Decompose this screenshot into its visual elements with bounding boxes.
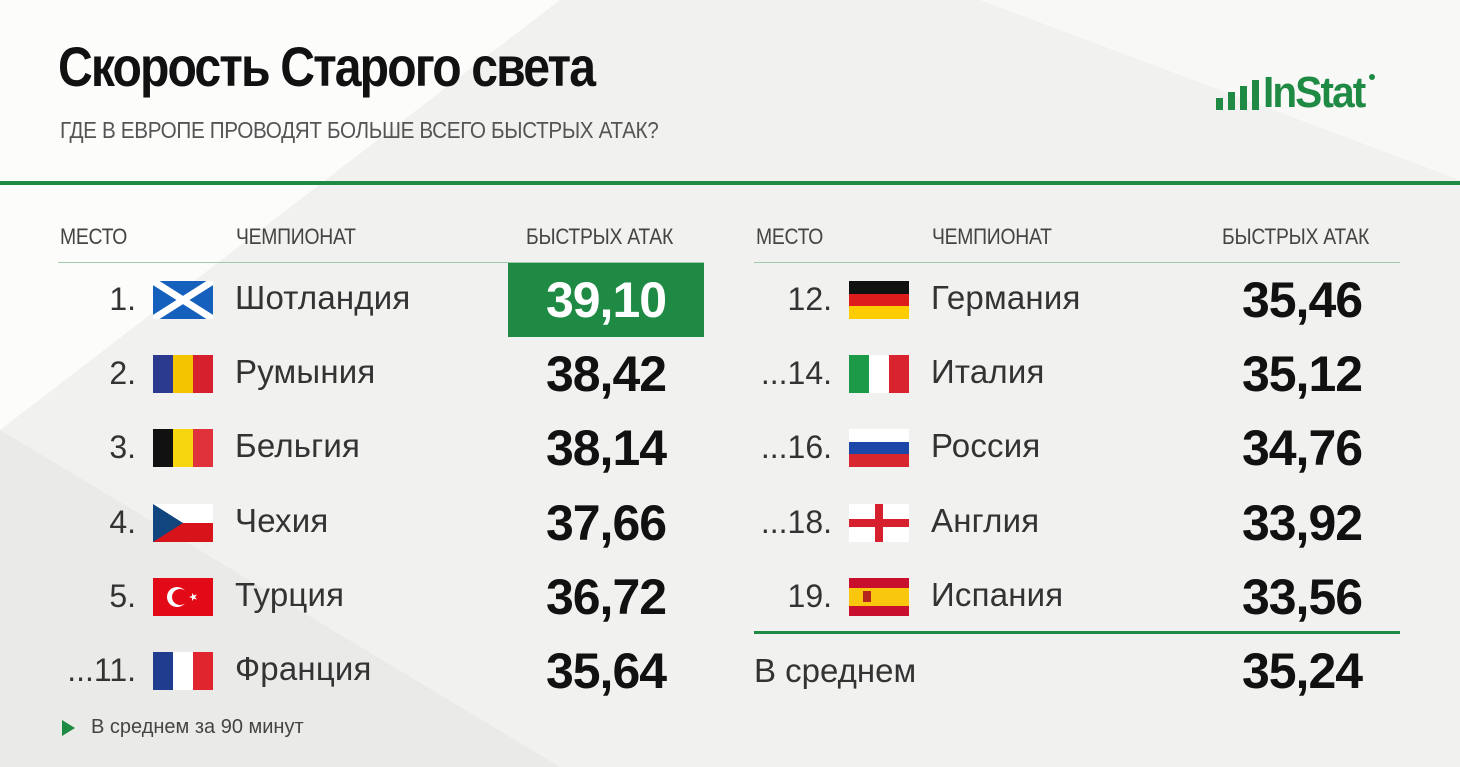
league-name: Италия [931, 353, 1045, 391]
average-label: В среднем [754, 652, 917, 689]
logo-text: InStat [1263, 68, 1366, 117]
average-value: 35,24 [1241, 643, 1363, 699]
table-row: ...18. Англия 33,92 [754, 486, 1400, 560]
germany-flag-icon [849, 281, 909, 319]
fast-attacks-value: 33,56 [1241, 568, 1363, 625]
romania-flag-icon [153, 355, 213, 394]
page-title: Скорость Старого света [58, 35, 596, 98]
instat-logo: InStat [1216, 68, 1376, 117]
league-name: Испания [931, 575, 1064, 613]
czech-flag-icon [153, 503, 213, 542]
average-row: В среднем 35,24 [754, 634, 1400, 708]
scotland-flag-icon [153, 281, 213, 319]
rank: 3. [109, 429, 136, 466]
rank: 5. [109, 577, 136, 614]
league-name: Турция [235, 575, 345, 613]
logo-bars-icon [1216, 78, 1259, 116]
league-name: Шотландия [235, 279, 411, 316]
rank: 2. [109, 355, 136, 392]
rank: 4. [109, 503, 136, 540]
league-name: Германия [931, 279, 1081, 316]
france-flag-icon [153, 651, 213, 690]
league-name: Румыния [235, 353, 376, 391]
table-row: ...16. Россия 34,76 [754, 411, 1400, 485]
table-row: ...14. Италия 35,12 [754, 337, 1400, 411]
fast-attacks-value: 39,10 [508, 263, 704, 337]
table-row: 4. Чехия 37,66 [58, 486, 704, 560]
fast-attacks-value: 35,64 [545, 642, 667, 699]
ranking-table-right: МЕСТО ЧЕМПИОНАТ БЫСТРЫХ АТАК 12. Германия… [754, 212, 1400, 699]
fast-attacks-value: 35,46 [1241, 272, 1363, 328]
fast-attacks-value: 37,66 [545, 494, 667, 551]
rank: 1. [109, 281, 136, 317]
rank: ...14. [760, 355, 832, 392]
spain-flag-icon [849, 577, 909, 616]
table-header: МЕСТО ЧЕМПИОНАТ БЫСТРЫХ АТАК [58, 212, 704, 263]
england-flag-icon [849, 503, 909, 542]
table-row: 1. Шотландия 39,10 [58, 263, 704, 337]
triangle-bullet-icon [62, 719, 75, 736]
rank: ...18. [760, 503, 832, 540]
table-row: ...11. Франция 35,64 [58, 634, 704, 708]
header-league: ЧЕМПИОНАТ [932, 224, 1052, 249]
belgium-flag-icon [153, 429, 213, 468]
header-place: МЕСТО [756, 224, 824, 249]
fast-attacks-value: 34,76 [1241, 420, 1363, 477]
rank: ...11. [67, 651, 136, 688]
footnote-text: В среднем за 90 минут [91, 716, 304, 738]
russia-flag-icon [849, 429, 909, 468]
league-name: Чехия [235, 501, 329, 539]
table-rows-left: 1. Шотландия 39,10 2. Румыния 38,42 3. Бельгия 3… [58, 263, 704, 708]
average-divider [754, 631, 1400, 634]
table-row: 5. Турция 36,72 [58, 560, 704, 634]
logo-dot-icon [1369, 74, 1376, 80]
rank: 12. [787, 281, 832, 317]
header-league: ЧЕМПИОНАТ [236, 224, 356, 249]
header-place: МЕСТО [60, 224, 128, 249]
fast-attacks-value: 35,12 [1241, 346, 1363, 403]
fast-attacks-value: 33,92 [1241, 494, 1363, 551]
table-row: 3. Бельгия 38,14 [58, 411, 704, 485]
table-header: МЕСТО ЧЕМПИОНАТ БЫСТРЫХ АТАК [754, 212, 1400, 263]
turkey-flag-icon [153, 577, 213, 616]
rank: 19. [787, 577, 832, 614]
fast-attacks-value: 36,72 [545, 568, 667, 625]
footnote: В среднем за 90 минут [62, 716, 304, 739]
fast-attacks-value: 38,42 [545, 346, 667, 403]
league-name: Бельгия [235, 427, 361, 465]
table-row: 12. Германия 35,46 [754, 263, 1400, 337]
table-row: 2. Румыния 38,42 [58, 337, 704, 411]
table-row: 19. Испания 33,56 [754, 560, 1400, 634]
league-name: Англия [931, 501, 1040, 539]
rank: ...16. [760, 429, 832, 466]
fast-attacks-value: 38,14 [545, 420, 667, 477]
ranking-table-left: МЕСТО ЧЕМПИОНАТ БЫСТРЫХ АТАК 1. Шотландия… [58, 212, 704, 708]
header-fast-attacks: БЫСТРЫХ АТАК [526, 224, 673, 249]
table-rows-right: 12. Германия 35,46 ...14. Италия 35,12 ...16. Р… [754, 263, 1400, 634]
header-divider [0, 181, 1460, 185]
italy-flag-icon [849, 355, 909, 394]
league-name: Франция [235, 649, 372, 687]
header-fast-attacks: БЫСТРЫХ АТАК [1222, 224, 1369, 249]
league-name: Россия [931, 427, 1041, 465]
page-subtitle: ГДЕ В ЕВРОПЕ ПРОВОДЯТ БОЛЬШЕ ВСЕГО БЫСТР… [60, 117, 659, 143]
